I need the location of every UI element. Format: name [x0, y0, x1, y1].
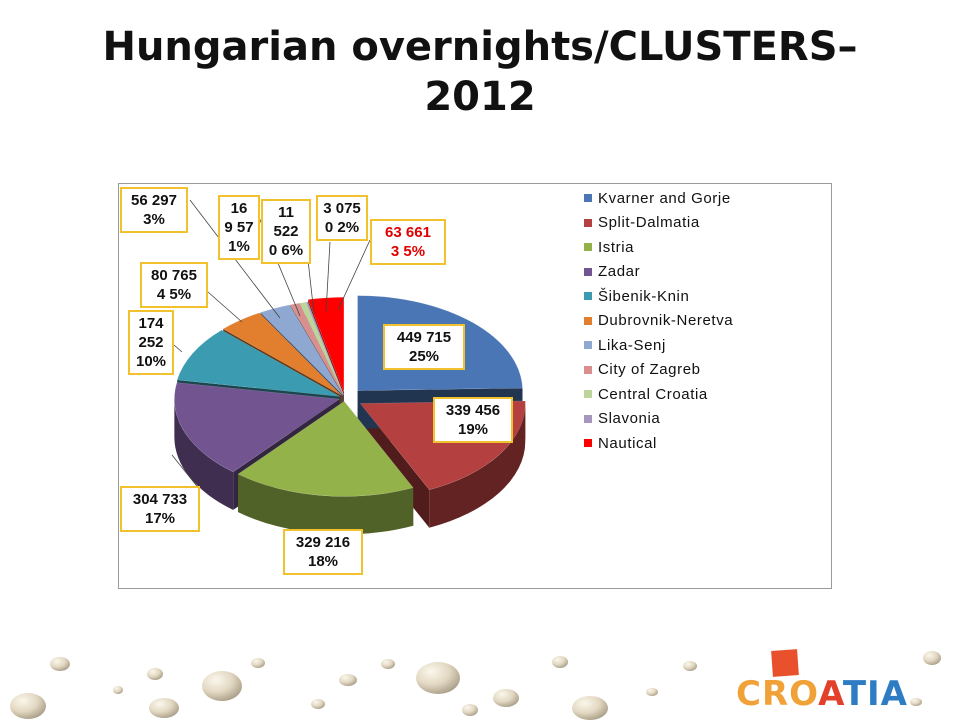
legend-label: Dubrovnik-Neretva — [598, 312, 734, 330]
data-label-value: 329 216 — [295, 534, 351, 551]
data-label-percent: 0 2% — [324, 219, 360, 236]
pebble-decoration — [10, 651, 941, 720]
data-label-value: 56 297 — [131, 192, 177, 209]
data-label-slavonia: 3 075 0 2% — [316, 195, 368, 241]
legend-label: Slavonia — [598, 410, 661, 428]
leader-line-nautical — [337, 239, 371, 311]
data-label-value: 11 522 — [273, 204, 299, 240]
pie-slice-slavonia — [305, 301, 344, 395]
legend-label: Split-Dalmatia — [598, 214, 700, 232]
legend-label: Šibenik-Knin — [598, 287, 690, 305]
legend-item-nautical: Nautical — [584, 431, 824, 456]
title-line-1: Hungarian overnights/CLUSTERS– — [102, 24, 858, 70]
legend-item-sibenik-knin: Šibenik-Knin — [584, 284, 824, 309]
data-label-nautical: 63 661 3 5% — [370, 219, 446, 265]
legend-label: Lika-Senj — [598, 336, 666, 354]
legend-swatch — [584, 414, 592, 423]
data-label-percent: 25% — [408, 348, 440, 365]
data-label-value: 304 733 — [132, 491, 188, 508]
data-label-istria: 329 216 18% — [283, 529, 363, 575]
data-label-value: 80 765 — [151, 267, 197, 284]
legend-label: City of Zagreb — [598, 361, 701, 379]
data-label-central-croatia: 11 522 0 6% — [261, 199, 311, 264]
pie-slice-lika-senj — [260, 304, 343, 396]
legend-item-slavonia: Slavonia — [584, 407, 824, 432]
data-label-value: 63 661 — [385, 224, 431, 241]
legend-swatch — [584, 218, 592, 227]
legend-label: Central Croatia — [598, 385, 708, 403]
leader-line-slavonia — [325, 241, 331, 313]
data-label-percent: 3% — [143, 211, 165, 228]
legend-swatch — [584, 316, 592, 325]
leader-line-sibenik-knin — [173, 344, 183, 353]
legend-item-split-dalmatia: Split-Dalmatia — [584, 211, 824, 236]
chart-legend: Kvarner and Gorje Split-Dalmatia Istria Zad… — [584, 186, 824, 456]
data-label-percent: 17% — [144, 510, 176, 527]
data-label-lika-senj: 56 297 3% — [120, 187, 188, 233]
data-label-sibenik-knin: 174 252 10% — [128, 310, 174, 375]
legend-swatch — [584, 439, 592, 448]
data-label-percent: 3 5% — [390, 243, 426, 260]
data-label-kvarner-and-gorje: 449 715 25% — [383, 324, 465, 370]
data-label-percent: 1% — [228, 238, 250, 255]
leader-line-zadar — [171, 454, 201, 491]
pie-side-istria — [238, 474, 414, 535]
data-label-value: 339 456 — [445, 402, 501, 419]
data-label-value: 449 715 — [396, 329, 452, 346]
legend-swatch — [584, 341, 592, 350]
legend-swatch — [584, 292, 592, 301]
data-label-split-dalmatia: 339 456 19% — [433, 397, 513, 443]
legend-item-central-croatia: Central Croatia — [584, 382, 824, 407]
data-label-zadar: 304 733 17% — [120, 486, 200, 532]
data-label-value: 3 075 — [323, 200, 361, 217]
legend-item-dubrovnik-neretva: Dubrovnik-Neretva — [584, 309, 824, 334]
legend-label: Kvarner and Gorje — [598, 189, 731, 207]
pie-slice-central-croatia — [299, 301, 344, 395]
croatia-logo: CROATIA — [736, 649, 907, 714]
page-title: Hungarian overnights/CLUSTERS– 2012 — [60, 22, 900, 122]
data-label-percent: 4 5% — [156, 286, 192, 303]
pie-slice-istria — [237, 401, 414, 497]
logo-text: CROATIA — [736, 674, 908, 714]
legend-swatch — [584, 194, 592, 203]
legend-item-zadar: Zadar — [584, 260, 824, 285]
legend-item-istria: Istria — [584, 235, 824, 260]
data-label-percent: 18% — [307, 553, 339, 570]
legend-item-kvarner-and-gorje: Kvarner and Gorje — [584, 186, 824, 211]
data-label-percent: 10% — [135, 353, 167, 370]
pie-side-zadar — [174, 399, 234, 510]
legend-item-lika-senj: Lika-Senj — [584, 333, 824, 358]
leader-line-central-croatia — [307, 259, 315, 315]
data-label-percent: 0 6% — [268, 242, 304, 259]
pie-side-split-dalmatia — [429, 403, 526, 528]
legend-swatch — [584, 267, 592, 276]
data-label-percent: 19% — [457, 421, 489, 438]
legend-swatch — [584, 365, 592, 374]
data-label-dubrovnik-neretva: 80 765 4 5% — [140, 262, 208, 308]
data-label-value: 16 9 57 — [224, 200, 254, 236]
data-label-city-of-zagreb: 16 9 57 1% — [218, 195, 260, 260]
legend-swatch — [584, 243, 592, 252]
legend-label: Istria — [598, 238, 635, 256]
legend-label: Zadar — [598, 263, 641, 281]
legend-swatch — [584, 390, 592, 399]
data-label-value: 174 252 — [138, 315, 164, 351]
legend-label: Nautical — [598, 434, 657, 452]
logo-square-icon — [771, 649, 799, 677]
title-line-2: 2012 — [424, 74, 536, 120]
pie-slice-zadar — [174, 382, 341, 473]
leader-line-dubrovnik-neretva — [207, 291, 243, 323]
pie-slice-sibenik-knin — [176, 329, 340, 397]
legend-item-city-of-zagreb: City of Zagreb — [584, 358, 824, 383]
